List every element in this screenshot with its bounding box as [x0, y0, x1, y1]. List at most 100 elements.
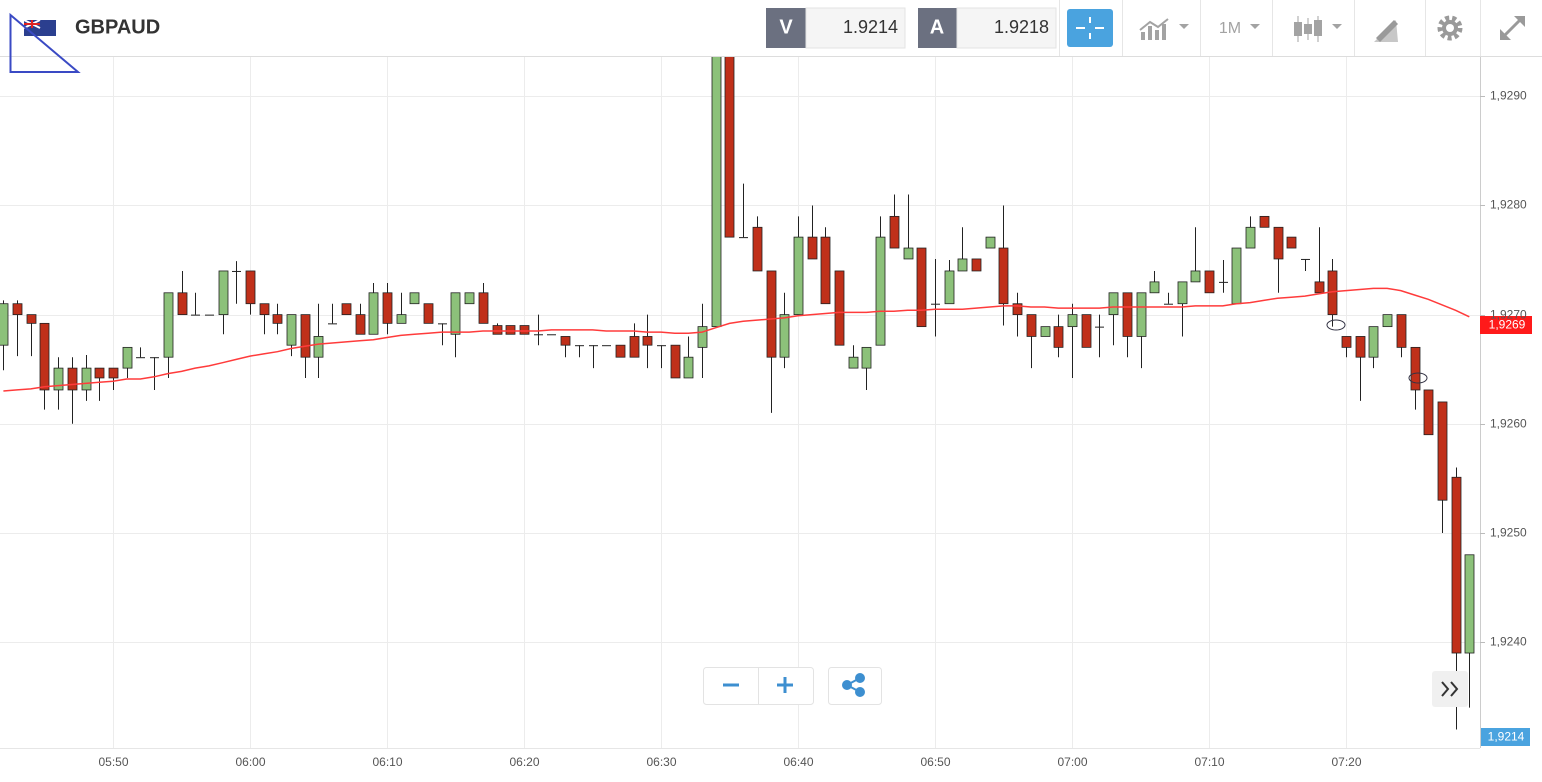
candle-body [697, 326, 708, 348]
candle-body [1219, 281, 1228, 283]
candle-body [766, 270, 777, 358]
chart-type-button[interactable] [1139, 18, 1189, 40]
candle-body [313, 336, 324, 358]
candle-body [1396, 314, 1407, 348]
share-button[interactable] [842, 673, 865, 697]
candle-body [492, 325, 503, 335]
bid-price-label: 1,9214 [1488, 730, 1525, 744]
sell-label[interactable]: V [779, 16, 793, 38]
candle-body [683, 356, 694, 379]
candle-body [409, 292, 420, 305]
candle-body [1368, 326, 1379, 358]
candle-body [355, 314, 366, 335]
sell-button[interactable] [766, 8, 806, 48]
toolbar-separators [1059, 0, 1481, 56]
y-tick-label: 1,9280 [1490, 198, 1527, 212]
candle-body [848, 356, 859, 369]
candle-body [136, 357, 145, 359]
buy-price[interactable]: 1.9218 [994, 17, 1049, 37]
candle-body [1053, 326, 1064, 348]
buy-button[interactable] [918, 8, 957, 48]
candle-body [629, 336, 640, 358]
x-tick-label: 06:20 [509, 755, 539, 769]
candle-body [998, 247, 1009, 305]
candle-body [861, 346, 872, 369]
buy-price-box[interactable] [956, 7, 1057, 49]
candle-body [328, 323, 337, 325]
candle-body [1259, 215, 1270, 228]
candle-body [1040, 326, 1051, 337]
ma-price-tag [1480, 316, 1532, 334]
candle-body [1231, 247, 1242, 305]
candle-body [1286, 236, 1297, 249]
candle-body [903, 247, 914, 260]
y-tick-label: 1,9270 [1490, 308, 1527, 322]
candle-body [1382, 314, 1393, 328]
interval-button[interactable]: 1M [1219, 20, 1241, 37]
share-box[interactable] [828, 667, 882, 705]
candle-body [108, 367, 119, 379]
candle-body [177, 292, 188, 316]
candle-body [478, 292, 489, 324]
sell-price[interactable]: 1.9214 [843, 17, 898, 37]
candle-body [1081, 314, 1092, 348]
candle-body [779, 314, 790, 358]
candle-body [368, 292, 379, 335]
candle-body [519, 325, 530, 335]
candle-body [1437, 401, 1448, 501]
zoom-controls [703, 667, 1468, 707]
scroll-end-button[interactable] [1441, 681, 1459, 697]
zoom-in-button[interactable] [777, 677, 793, 693]
candle-body [985, 236, 996, 249]
candle-body [423, 303, 434, 324]
candle-type-button[interactable] [1294, 16, 1342, 42]
candle-body [396, 314, 407, 324]
candle-body [1067, 314, 1078, 328]
candle-body [752, 226, 763, 272]
symbol[interactable]: GBPAUD [75, 16, 160, 38]
buy-label[interactable]: A [930, 16, 944, 38]
event-marker[interactable] [1408, 372, 1428, 384]
candle-body [602, 345, 611, 347]
fullscreen-button[interactable] [1500, 16, 1525, 40]
crosshair-button[interactable] [1067, 9, 1113, 47]
candle-body [711, 57, 722, 328]
candle-body [218, 270, 229, 316]
selection-triangle [9, 12, 81, 73]
candle-body [232, 270, 241, 272]
candle-body [575, 345, 584, 347]
candle-body [971, 258, 982, 272]
sell-price-box[interactable] [805, 7, 906, 49]
interval-caret[interactable] [1250, 24, 1260, 29]
candle-body [642, 336, 653, 346]
candle-body [163, 292, 174, 358]
candle-body [1341, 336, 1352, 348]
candle-body [464, 292, 475, 305]
candle-body [438, 323, 447, 325]
candle-body [1355, 336, 1366, 358]
candle-body [0, 303, 9, 346]
x-tick-label: 07:10 [1194, 755, 1224, 769]
candle-body [931, 303, 940, 305]
candle-body [382, 292, 393, 324]
scroll-end-box[interactable] [1432, 671, 1468, 707]
candle-body [67, 367, 78, 391]
candle-body [1108, 292, 1119, 316]
candle-body [1012, 303, 1023, 316]
candle-body [1204, 270, 1215, 294]
draw-tool-button[interactable] [1374, 20, 1398, 42]
event-marker[interactable] [1326, 319, 1346, 331]
candle-body [739, 237, 748, 239]
candle-body [150, 357, 159, 359]
y-tick-label: 1,9260 [1490, 417, 1527, 431]
candle-body [1026, 314, 1037, 337]
candle-body [1464, 554, 1475, 654]
candle-body [1122, 292, 1133, 337]
y-tick-label: 1,9250 [1490, 526, 1527, 540]
ma-price-label: 1,9269 [1489, 318, 1526, 332]
candle-body [94, 367, 105, 379]
candle-body [1451, 476, 1462, 654]
candle-body [341, 303, 352, 316]
settings-button[interactable] [1437, 15, 1463, 41]
